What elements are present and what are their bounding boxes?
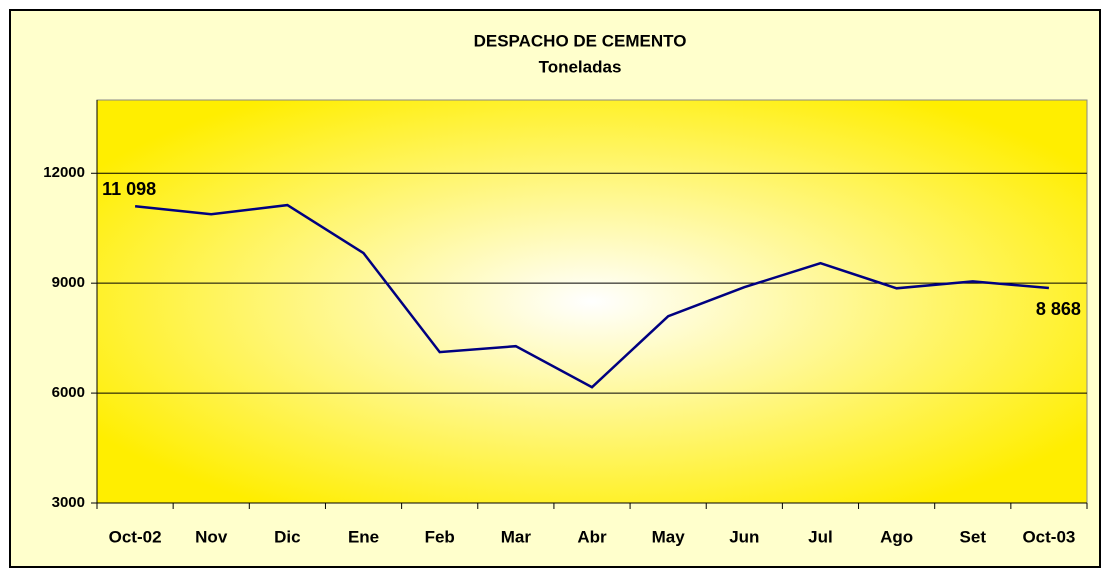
- x-tick-label: May: [652, 527, 686, 546]
- chart-title: DESPACHO DE CEMENTO: [474, 31, 687, 50]
- plot-area: [96, 99, 1088, 504]
- x-tick-label: Abr: [577, 527, 607, 546]
- x-tick-label: Feb: [425, 527, 455, 546]
- y-tick-label: 9000: [52, 274, 85, 291]
- x-tick-label: Jul: [808, 527, 833, 546]
- x-tick-label: Set: [960, 527, 987, 546]
- x-tick-label: Ene: [348, 527, 379, 546]
- data-label: 11 098: [102, 179, 156, 199]
- x-tick-label: Oct-02: [109, 527, 162, 546]
- y-tick-label: 12000: [43, 164, 85, 181]
- y-tick-label: 3000: [52, 494, 85, 511]
- x-tick-label: Nov: [195, 527, 228, 546]
- chart-subtitle: Toneladas: [539, 57, 622, 76]
- data-label: 8 868: [1036, 299, 1081, 319]
- x-tick-label: Jun: [729, 527, 759, 546]
- x-tick-label: Dic: [274, 527, 300, 546]
- x-tick-label: Mar: [501, 527, 532, 546]
- x-tick-label: Ago: [880, 527, 913, 546]
- y-tick-label: 6000: [52, 384, 85, 401]
- data-line: [134, 203, 1050, 389]
- x-tick-label: Oct-03: [1022, 527, 1075, 546]
